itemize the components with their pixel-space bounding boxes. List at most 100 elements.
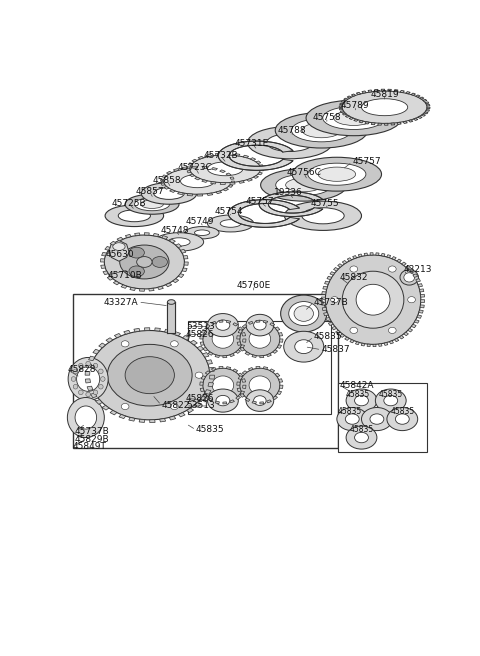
Polygon shape [169,416,176,420]
Polygon shape [423,100,427,101]
Polygon shape [408,120,413,122]
Ellipse shape [134,197,169,211]
Polygon shape [210,375,215,379]
Polygon shape [124,331,130,335]
Polygon shape [273,396,277,400]
Ellipse shape [164,168,231,194]
Ellipse shape [129,247,144,258]
Text: 45858: 45858 [152,176,181,185]
Polygon shape [169,239,175,243]
Ellipse shape [302,208,344,224]
Polygon shape [102,253,107,256]
Ellipse shape [121,403,129,409]
Text: 45857: 45857 [135,188,164,196]
Polygon shape [187,167,190,169]
Polygon shape [205,371,210,375]
Polygon shape [353,256,357,258]
FancyBboxPatch shape [73,295,338,448]
Polygon shape [247,178,252,181]
Polygon shape [203,352,209,358]
Polygon shape [420,305,424,308]
Polygon shape [219,320,223,322]
Polygon shape [195,177,200,180]
Polygon shape [259,165,264,167]
Polygon shape [413,118,418,121]
Polygon shape [406,92,410,94]
Polygon shape [105,247,110,251]
Polygon shape [238,327,243,331]
Polygon shape [264,367,268,369]
Text: 45725B: 45725B [112,199,146,208]
Polygon shape [354,119,358,121]
Polygon shape [334,268,338,271]
Polygon shape [93,349,99,354]
Polygon shape [394,90,398,92]
Polygon shape [371,123,375,125]
Polygon shape [173,279,179,283]
Polygon shape [324,281,329,285]
Polygon shape [96,400,102,404]
Polygon shape [144,328,150,331]
Text: 43213: 43213 [404,265,432,274]
Ellipse shape [408,297,415,303]
Polygon shape [174,332,180,336]
Polygon shape [200,336,203,339]
Polygon shape [425,102,429,104]
Ellipse shape [154,188,184,199]
Polygon shape [236,350,240,354]
Polygon shape [270,369,275,372]
Polygon shape [417,315,421,318]
Text: 45849T: 45849T [73,442,107,451]
Ellipse shape [168,238,190,246]
Polygon shape [200,388,204,392]
Text: 45829B: 45829B [75,434,110,443]
Ellipse shape [240,322,280,356]
Text: 45788: 45788 [278,126,307,135]
Ellipse shape [170,403,178,409]
Polygon shape [419,310,423,313]
Polygon shape [109,240,129,261]
Text: 45732B: 45732B [203,152,238,160]
Ellipse shape [75,406,96,429]
Polygon shape [259,192,323,216]
Polygon shape [223,402,227,404]
Polygon shape [330,272,335,275]
Ellipse shape [212,376,234,394]
Polygon shape [260,402,264,404]
Polygon shape [164,186,169,189]
Text: 45835: 45835 [338,407,362,416]
Polygon shape [376,253,379,255]
Polygon shape [359,121,363,123]
Ellipse shape [105,205,164,226]
Polygon shape [182,335,190,340]
Polygon shape [264,321,268,323]
Polygon shape [169,190,175,192]
Text: 45822: 45822 [161,401,190,410]
Text: 45835: 45835 [346,390,370,399]
Polygon shape [173,169,179,171]
Polygon shape [237,342,241,346]
Polygon shape [384,342,388,346]
Polygon shape [227,321,231,323]
Ellipse shape [331,297,338,303]
Ellipse shape [152,256,168,268]
Polygon shape [387,255,391,258]
Ellipse shape [396,414,409,424]
Polygon shape [205,390,211,394]
Ellipse shape [207,162,243,176]
Ellipse shape [207,389,238,412]
Polygon shape [340,334,345,337]
Text: 45819: 45819 [370,90,399,98]
Polygon shape [198,156,204,159]
Polygon shape [389,340,394,344]
Polygon shape [243,155,249,158]
Text: 43327A: 43327A [104,298,138,306]
Polygon shape [160,419,166,422]
Text: 45754: 45754 [215,207,243,216]
Polygon shape [144,233,149,236]
Polygon shape [220,170,226,173]
Polygon shape [188,163,192,165]
Polygon shape [427,107,430,108]
Polygon shape [391,123,395,125]
Text: 45826: 45826 [186,330,215,339]
